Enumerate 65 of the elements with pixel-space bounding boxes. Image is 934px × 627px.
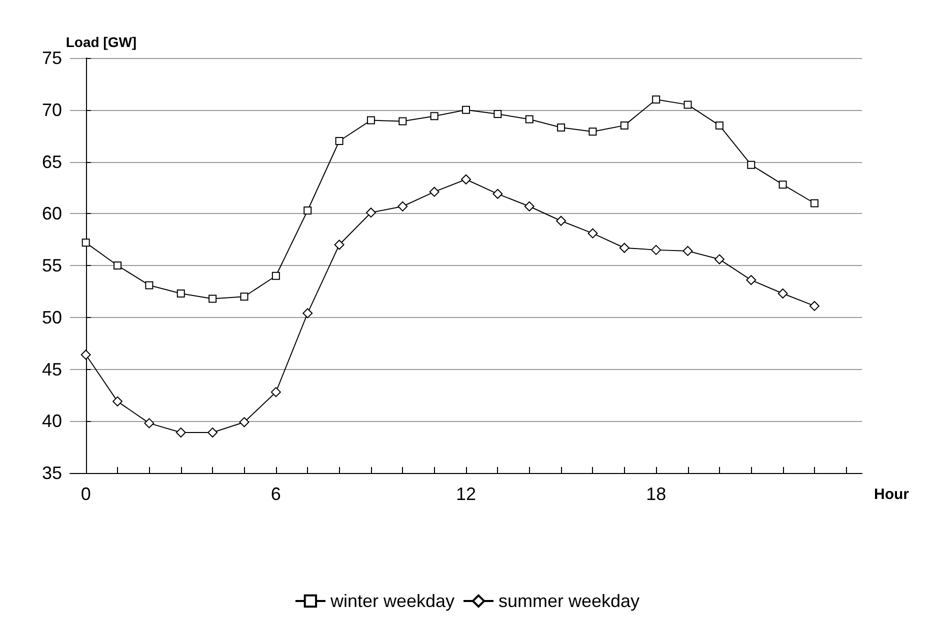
point xyxy=(747,160,756,169)
x-axis-title: Hour xyxy=(874,486,910,503)
point xyxy=(715,121,724,130)
y-tick-label: 35 xyxy=(42,463,62,483)
point xyxy=(620,121,628,130)
point xyxy=(525,115,534,124)
y-axis-title: Load [GW] xyxy=(66,34,137,50)
point xyxy=(144,418,154,428)
point xyxy=(588,228,598,238)
y-tick-label: 70 xyxy=(42,100,62,120)
point xyxy=(556,216,566,226)
x-tick-label: 6 xyxy=(270,484,281,504)
point xyxy=(684,100,692,109)
point xyxy=(240,292,248,301)
point xyxy=(176,290,185,298)
point xyxy=(494,110,502,118)
point xyxy=(272,272,280,280)
point xyxy=(714,254,724,264)
point xyxy=(304,206,312,215)
legend-label: winter weekday xyxy=(329,591,455,611)
point xyxy=(366,116,375,124)
point xyxy=(651,244,662,255)
point xyxy=(366,208,376,218)
point xyxy=(270,387,281,398)
point xyxy=(619,242,630,253)
point xyxy=(334,240,344,250)
point xyxy=(176,428,186,438)
point xyxy=(112,396,123,406)
x-tick-label: 12 xyxy=(456,484,476,504)
point xyxy=(82,238,90,247)
point xyxy=(778,180,787,189)
point xyxy=(239,417,250,428)
point xyxy=(208,428,218,438)
y-tick-label: 50 xyxy=(42,307,62,328)
point xyxy=(430,112,438,120)
y-tick-label: 60 xyxy=(42,204,62,224)
point xyxy=(461,174,471,184)
point xyxy=(398,201,408,212)
point xyxy=(557,124,566,132)
point xyxy=(682,246,693,256)
point xyxy=(492,188,503,199)
x-tick-label: 18 xyxy=(646,484,666,504)
point xyxy=(524,201,534,212)
point xyxy=(335,137,344,145)
point xyxy=(778,288,788,299)
legend-label: summer weekday xyxy=(498,591,640,611)
point xyxy=(652,96,660,104)
y-tick-label: 45 xyxy=(42,359,62,380)
point xyxy=(809,300,820,311)
point xyxy=(145,281,154,290)
y-tick-label: 65 xyxy=(42,152,62,172)
y-tick-label: 75 xyxy=(42,48,62,68)
point xyxy=(114,262,122,270)
point xyxy=(302,308,313,318)
y-tick-label: 40 xyxy=(42,411,62,432)
point xyxy=(208,294,217,303)
point xyxy=(462,106,470,114)
point xyxy=(588,128,597,136)
point xyxy=(746,275,756,286)
y-tick-label: 55 xyxy=(42,256,62,276)
point xyxy=(810,199,818,208)
x-tick-label: 0 xyxy=(80,484,91,504)
point xyxy=(398,117,407,126)
point xyxy=(429,186,440,197)
point xyxy=(80,350,91,360)
